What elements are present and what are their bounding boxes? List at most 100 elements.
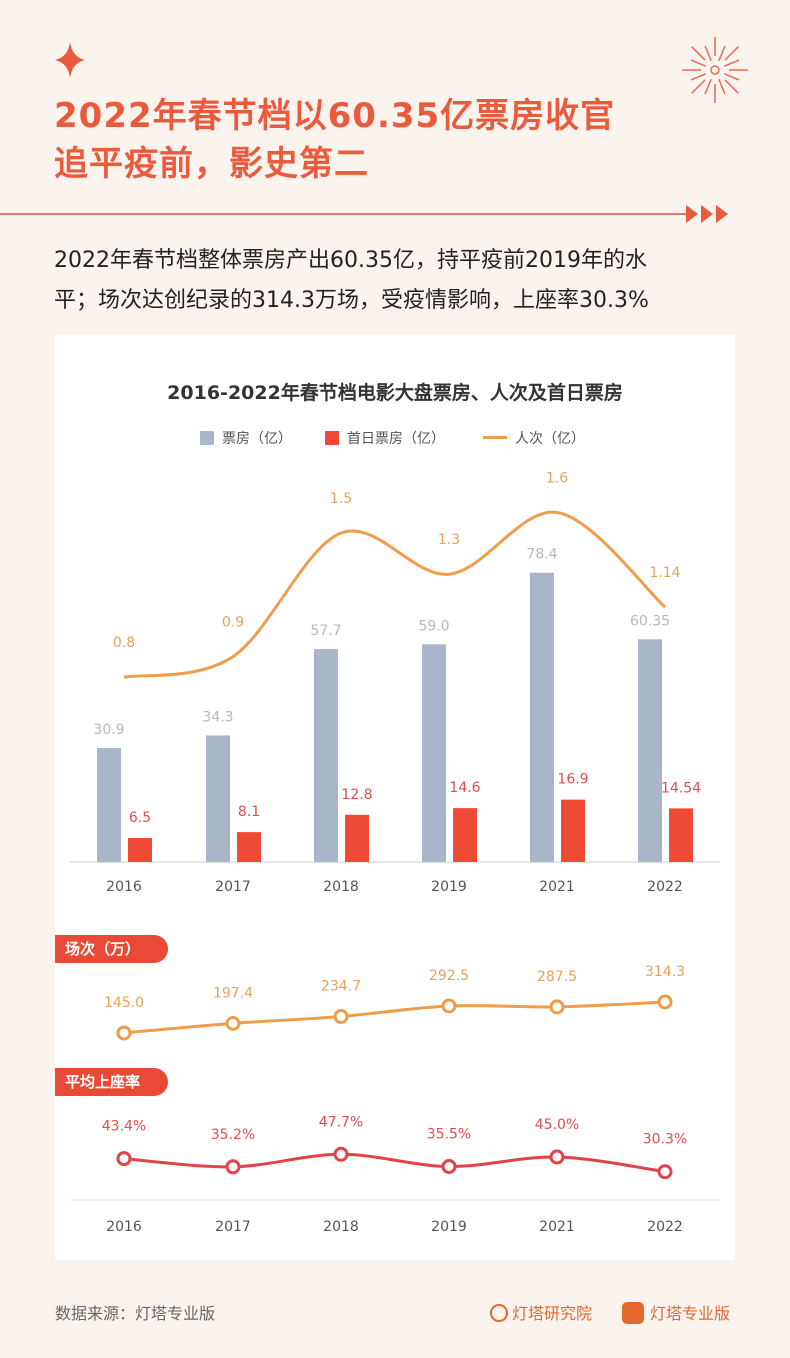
point-label-seat-rate: 45.0% [535,1117,579,1133]
line-seat-rate [123,1152,666,1174]
point-label-screenings: 287.5 [537,969,577,985]
bar-first-day [561,799,585,862]
line-label-attendance: 0.9 [222,615,244,631]
point-label-seat-rate: 43.4% [102,1119,146,1135]
firework-ray [704,45,712,62]
point-screenings [116,1025,132,1041]
bar-first-day [669,808,693,862]
x-tick-label: 2019 [431,1219,467,1235]
firework-center [710,65,720,75]
chart-card [55,335,735,1260]
x-tick-label: 2021 [539,879,575,895]
line-screenings [123,1000,666,1035]
point-screenings [657,994,673,1010]
firework-ray [723,73,740,81]
point-label-seat-rate: 30.3% [643,1132,687,1148]
x-tick-label: 2018 [323,1219,359,1235]
line-label-attendance: 0.8 [113,635,135,651]
point-label-seat-rate: 35.5% [427,1127,471,1143]
firework-ray [718,45,726,62]
point-screenings [333,1009,349,1025]
bar-label-first-day: 8.1 [238,804,260,820]
bar-label-box-office: 60.35 [630,613,670,629]
bar-box-office [206,735,230,862]
legend-item-attendance: 人次（亿） [483,428,585,448]
x-tick-label: 2016 [106,879,142,895]
point-label-screenings: 314.3 [645,964,685,980]
firework-icon [682,37,748,103]
tag-seat-rate: 平均上座率 [55,1068,168,1096]
firework-ray [690,59,707,67]
point-label-screenings: 197.4 [213,985,253,1001]
title-line-2: 追平疫前，影史第二 [54,144,369,184]
x-tick-label: 2017 [215,1219,251,1235]
firework-ray [723,59,740,67]
firework-ray [691,46,706,61]
point-seat-rate [333,1146,349,1162]
bar-label-box-office: 30.9 [93,722,124,738]
bar-box-office [530,572,554,862]
tag-screenings: 场次（万） [55,935,168,963]
bar-label-first-day: 6.5 [129,810,151,826]
divider [0,213,688,215]
line-label-attendance: 1.3 [438,532,460,548]
x-tick-label: 2019 [431,879,467,895]
bar-first-day [345,814,369,862]
firework-ray [690,73,707,81]
firework-ray [724,46,739,61]
logo-research: 灯塔研究院 [490,1300,592,1324]
bar-label-box-office: 78.4 [526,547,557,563]
line-label-attendance: 1.5 [330,491,352,507]
bar-box-office [638,639,662,862]
point-label-screenings: 234.7 [321,979,361,995]
title-line-1: 2022年春节档以60.35亿票房收官 [54,96,616,136]
point-label-seat-rate: 35.2% [211,1127,255,1143]
point-seat-rate [116,1151,132,1167]
arrows-icon [686,205,728,223]
bar-label-first-day: 14.54 [661,780,701,796]
point-label-screenings: 292.5 [429,968,469,984]
x-tick-label: 2021 [539,1219,575,1235]
point-label-screenings: 145.0 [104,995,144,1011]
x-tick-label: 2022 [647,879,683,895]
firework-ray [704,78,712,95]
point-label-seat-rate: 47.7% [319,1114,363,1130]
chart-title: 2016-2022年春节档电影大盘票房、人次及首日票房 [167,382,623,404]
x-tick-label: 2016 [106,1219,142,1235]
bar-label-first-day: 14.6 [449,780,480,796]
bar-box-office [422,644,446,862]
legend-item-box-office: 票房（亿） [200,428,292,448]
point-seat-rate [657,1164,673,1180]
sparkle-icon [55,42,85,78]
x-tick-label: 2017 [215,879,251,895]
bar-label-box-office: 59.0 [418,618,449,634]
data-source: 数据来源：灯塔专业版 [55,1304,216,1323]
point-screenings [441,998,457,1014]
firework-ray [691,79,706,94]
bar-label-box-office: 34.3 [202,709,233,725]
x-tick-label: 2018 [323,879,359,895]
point-seat-rate [549,1149,565,1165]
bar-label-first-day: 12.8 [341,787,372,803]
bar-first-day [237,832,261,862]
summary-line-1: 2022年春节档整体票房产出60.35亿，持平疫前2019年的水 [54,248,647,273]
firework-ray [724,79,739,94]
bar-box-office [314,649,338,862]
bar-box-office [97,747,121,862]
bar-label-first-day: 16.9 [557,772,588,788]
point-seat-rate [441,1159,457,1174]
point-screenings [549,999,565,1015]
bar-label-box-office: 57.7 [310,623,341,639]
point-screenings [225,1015,241,1031]
bar-first-day [453,808,477,862]
line-label-attendance: 1.6 [546,470,568,486]
firework-ray [718,78,726,95]
logo-pro: 灯塔专业版 [622,1300,730,1324]
legend-item-first-day: 首日票房（亿） [325,428,445,448]
bar-first-day [128,838,152,862]
point-seat-rate [225,1159,241,1175]
x-tick-label: 2022 [647,1219,683,1235]
line-label-attendance: 1.14 [649,565,680,581]
line-attendance [123,510,666,679]
